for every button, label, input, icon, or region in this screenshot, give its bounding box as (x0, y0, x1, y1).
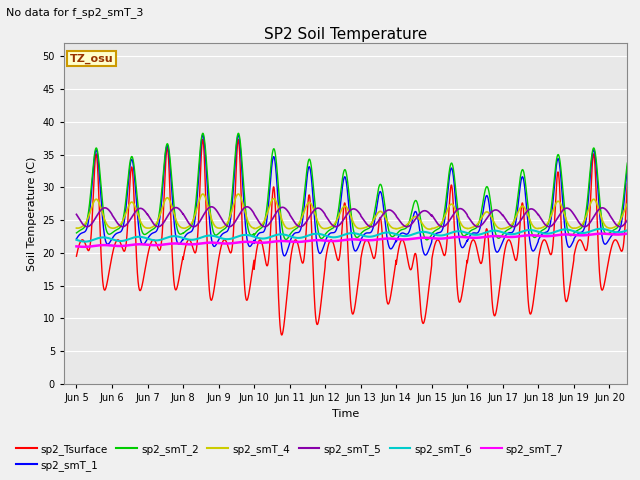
Title: SP2 Soil Temperature: SP2 Soil Temperature (264, 27, 428, 42)
Text: No data for f_sp2_smT_3: No data for f_sp2_smT_3 (6, 7, 144, 18)
Legend: sp2_Tsurface, sp2_smT_1, sp2_smT_2, sp2_smT_4, sp2_smT_5, sp2_smT_6, sp2_smT_7: sp2_Tsurface, sp2_smT_1, sp2_smT_2, sp2_… (12, 439, 568, 475)
X-axis label: Time: Time (332, 408, 359, 419)
Y-axis label: Soil Temperature (C): Soil Temperature (C) (27, 156, 37, 271)
Text: TZ_osu: TZ_osu (70, 53, 113, 64)
